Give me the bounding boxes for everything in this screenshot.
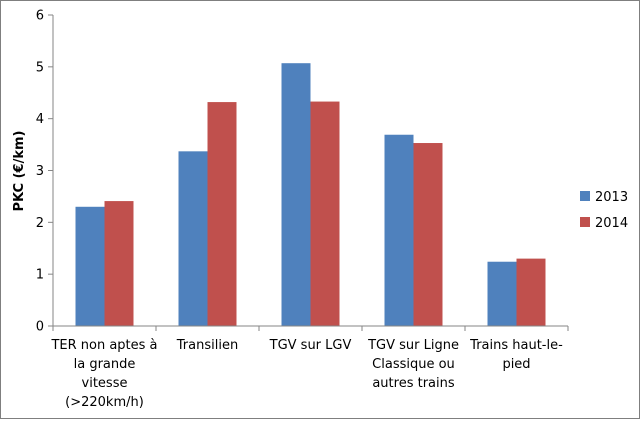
y-axis-ticks: 0 1 2 3 4 5 6 (36, 9, 53, 335)
x-category-label-line: la grande (74, 357, 136, 372)
y-tick-label: 5 (36, 60, 44, 75)
bar-2013-1 (75, 206, 105, 326)
y-tick-label: 6 (36, 9, 44, 24)
x-category-label-line: autres trains (372, 376, 455, 391)
x-category-label-line: Transilien (176, 338, 238, 353)
x-category-label-line: pied (502, 357, 530, 372)
legend-label-2013: 2013 (595, 190, 628, 205)
x-category-label: Trains haut-le-pied (469, 338, 563, 372)
bar-2013-5 (487, 261, 517, 326)
x-category-label-line: Trains haut-le- (469, 338, 563, 353)
y-tick-label: 0 (36, 320, 44, 335)
bar-2014-1 (104, 201, 134, 326)
bar-2013-3 (281, 63, 311, 327)
bar-2014-5 (516, 258, 546, 326)
legend-swatch-2013 (580, 191, 590, 201)
x-axis-labels: TER non aptes à la grande vitesse (>220km/h… (50, 338, 563, 410)
x-category-label: TGV sur Ligne Classique ou autres trains (367, 338, 459, 391)
x-category-label-line: TGV sur Ligne (367, 338, 459, 353)
bar-2013-4 (384, 134, 414, 326)
bar-2014-3 (310, 101, 340, 326)
axes (52, 15, 569, 331)
x-category-label-line: vitesse (82, 376, 128, 391)
y-tick-label: 1 (36, 268, 44, 283)
x-category-label-line: Classique ou (372, 357, 455, 372)
x-category-label: TER non aptes à la grande vitesse (>220km/h… (50, 338, 157, 410)
y-tick-label: 2 (36, 216, 44, 231)
legend-label-2014: 2014 (595, 216, 628, 231)
bar-2014-2 (207, 102, 237, 326)
legend-swatch-2014 (580, 217, 590, 227)
x-category-label: TGV sur LGV (269, 338, 352, 353)
x-category-label-line: TGV sur LGV (269, 338, 352, 353)
y-tick-label: 3 (36, 164, 44, 179)
y-axis-label: PKC (€/km) (12, 131, 27, 212)
bar-2014-4 (413, 143, 443, 326)
bar-2013-2 (178, 151, 208, 326)
x-category-label: Transilien (176, 338, 238, 353)
bars (75, 63, 546, 327)
x-category-label-line: (>220km/h) (65, 395, 144, 410)
legend: 2013 2014 (580, 190, 628, 231)
x-category-label-line: TER non aptes à (50, 338, 157, 353)
y-tick-label: 4 (36, 112, 44, 127)
